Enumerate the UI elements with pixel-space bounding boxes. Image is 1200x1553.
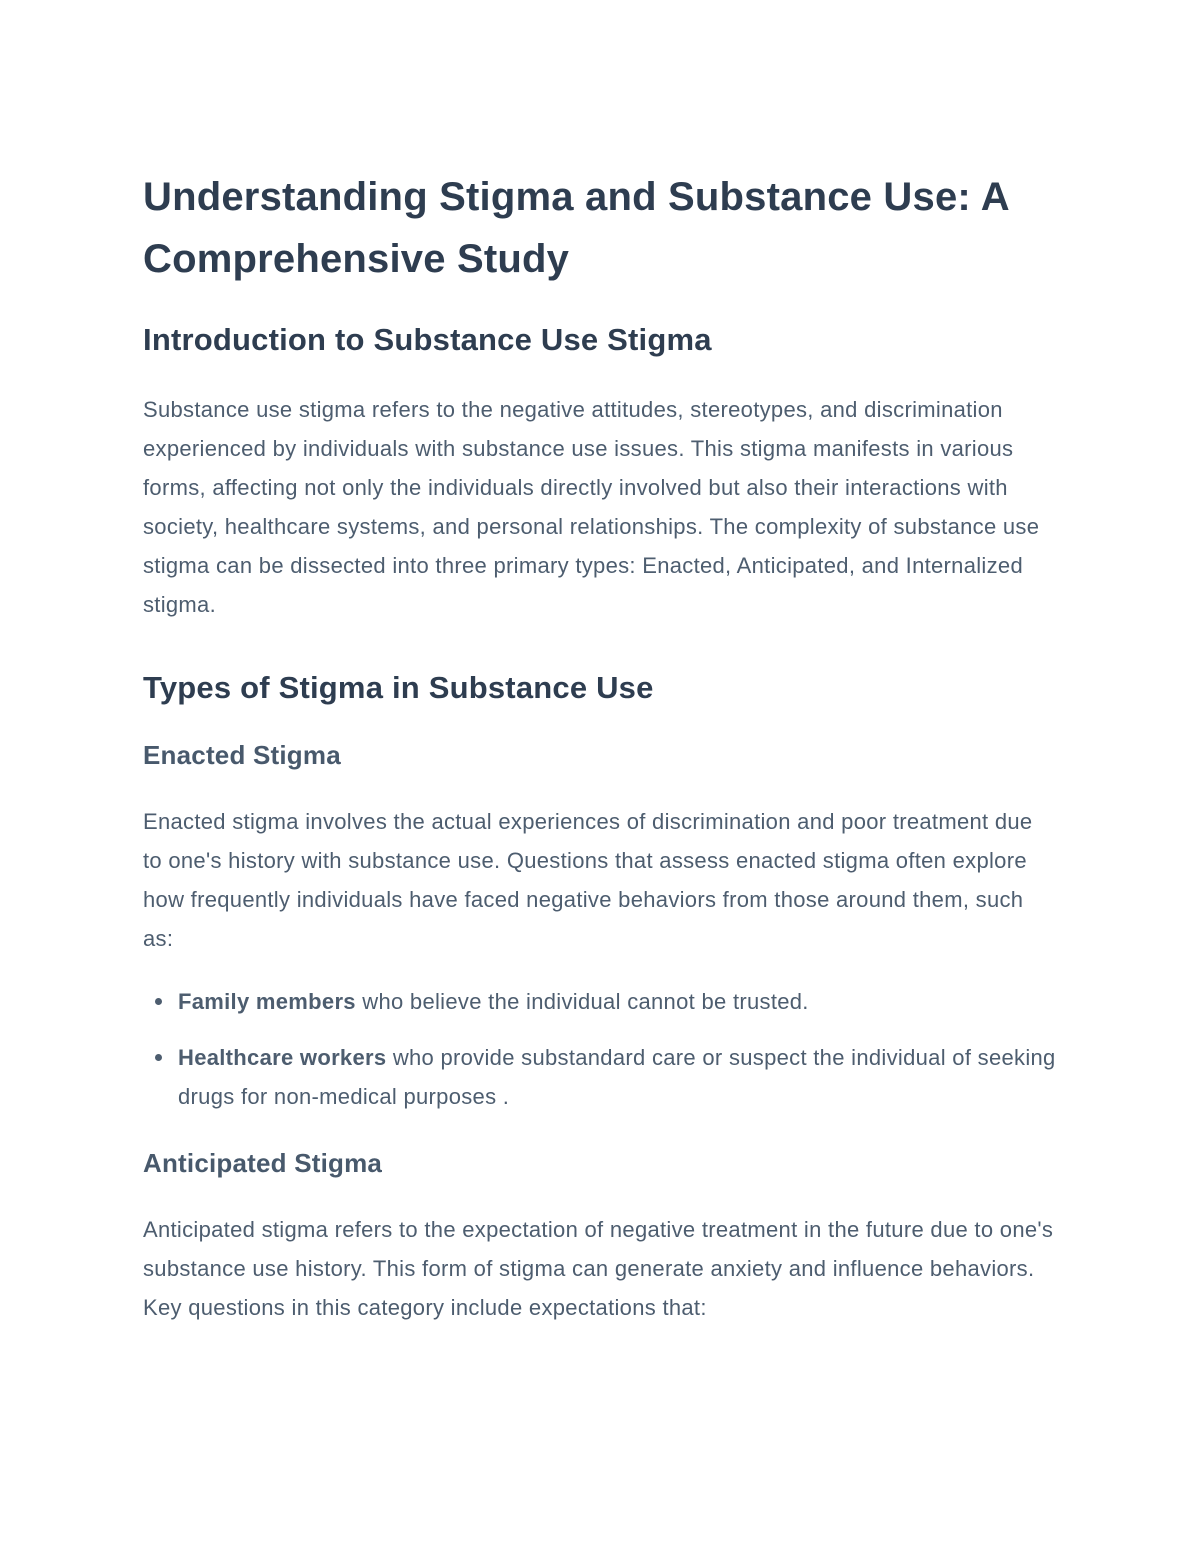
subsection-heading-enacted-stigma: Enacted Stigma — [143, 740, 341, 770]
document-title: Understanding Stigma and Substance Use: … — [143, 175, 1009, 281]
list-item-bold-lead: Family members — [178, 989, 356, 1014]
list-item-text: who believe the individual cannot be tru… — [355, 989, 809, 1014]
list-item-text: who provide substandard care or suspect … — [178, 1045, 1056, 1109]
section-heading-introduction: Introduction to Substance Use Stigma — [143, 322, 712, 357]
list-item-bold-lead: Healthcare workers — [178, 1045, 387, 1070]
list-item-family-members: Family members who believe the individua… — [151, 982, 1056, 1021]
subsection-heading-anticipated-stigma: Anticipated Stigma — [143, 1148, 383, 1178]
anticipated-stigma-paragraph: Anticipated stigma refers to the expecta… — [143, 1217, 1054, 1320]
list-item-healthcare-workers: Healthcare workers who provide substanda… — [151, 1038, 1056, 1116]
introduction-paragraph: Substance use stigma refers to the negat… — [143, 397, 1040, 617]
section-heading-types-of-stigma: Types of Stigma in Substance Use — [143, 670, 654, 705]
enacted-stigma-bullet-list: Family members who believe the individua… — [143, 982, 1056, 1116]
enacted-stigma-paragraph: Enacted stigma involves the actual exper… — [143, 809, 1033, 951]
